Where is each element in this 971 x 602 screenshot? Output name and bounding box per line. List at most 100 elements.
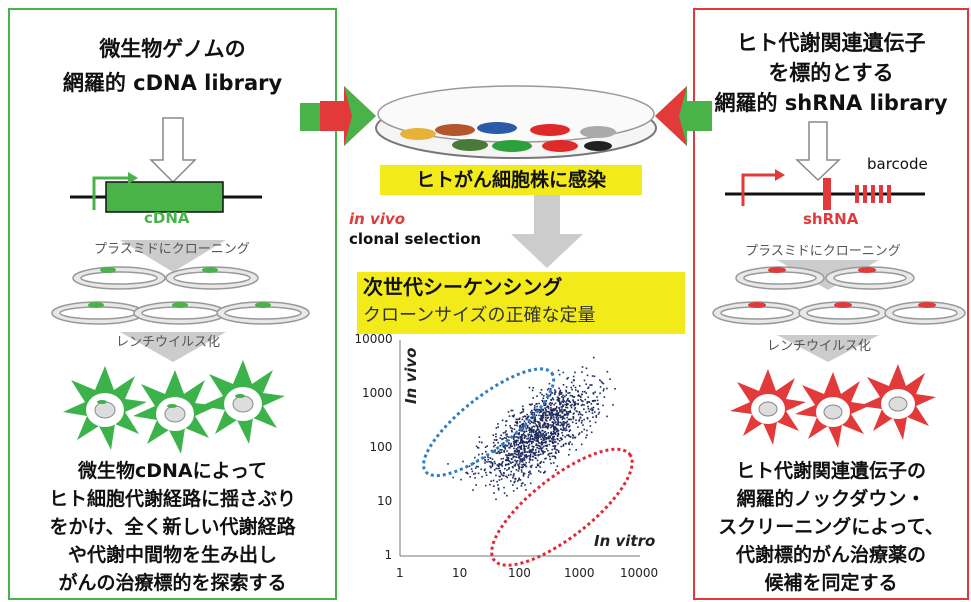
data-point xyxy=(558,394,561,396)
data-point xyxy=(535,444,537,447)
data-point xyxy=(547,422,549,425)
data-point xyxy=(560,445,563,448)
data-point xyxy=(554,391,557,393)
down-arrow-icon xyxy=(511,195,583,268)
data-point xyxy=(559,402,561,404)
data-point xyxy=(545,410,548,413)
data-point xyxy=(574,436,577,439)
data-point xyxy=(535,432,538,435)
data-point xyxy=(501,465,504,467)
data-point xyxy=(477,447,480,449)
data-point xyxy=(555,412,558,414)
data-point xyxy=(550,388,552,390)
data-point xyxy=(487,456,489,459)
data-point xyxy=(566,398,569,401)
data-point xyxy=(546,388,549,391)
data-point xyxy=(519,428,521,430)
data-point xyxy=(532,438,535,441)
data-point xyxy=(551,392,554,394)
data-point xyxy=(536,464,539,467)
left-conclusion-5: がんの治療標的を探索する xyxy=(58,572,287,594)
data-point xyxy=(543,404,545,406)
data-point xyxy=(602,389,605,392)
data-point xyxy=(525,435,527,438)
data-point xyxy=(510,429,513,432)
cdna-insert xyxy=(105,181,224,213)
data-point xyxy=(532,425,535,428)
data-point xyxy=(520,428,522,431)
data-point xyxy=(498,467,501,469)
data-point xyxy=(569,429,571,431)
data-point xyxy=(520,441,522,443)
data-point xyxy=(514,450,517,453)
data-point xyxy=(485,471,487,474)
data-point xyxy=(519,442,522,444)
data-point xyxy=(567,426,570,428)
data-point xyxy=(525,465,527,468)
data-point xyxy=(569,435,572,438)
data-point xyxy=(571,433,574,436)
data-point xyxy=(514,478,516,480)
data-point xyxy=(552,433,554,435)
data-point xyxy=(548,455,551,458)
data-point xyxy=(537,408,539,411)
data-point xyxy=(578,433,580,436)
data-point xyxy=(536,402,538,405)
left-conclusion-3: をかけ、全く新しい代謝経路 xyxy=(49,516,296,538)
data-point xyxy=(594,421,597,424)
data-point xyxy=(518,417,521,420)
data-point xyxy=(566,403,568,405)
data-point xyxy=(561,418,564,421)
data-point xyxy=(525,445,528,448)
data-point xyxy=(542,408,544,411)
data-point xyxy=(555,421,557,424)
data-point xyxy=(529,458,532,461)
data-point xyxy=(592,409,594,411)
data-point xyxy=(547,423,549,426)
data-point xyxy=(521,464,523,466)
data-point xyxy=(557,423,559,425)
data-point xyxy=(553,432,555,434)
data-point xyxy=(535,430,537,433)
data-point xyxy=(512,415,515,418)
data-point xyxy=(543,435,545,438)
data-point xyxy=(536,459,539,462)
data-point xyxy=(522,482,524,484)
data-point xyxy=(515,422,518,424)
data-point xyxy=(503,492,506,494)
data-point xyxy=(547,437,550,440)
data-point xyxy=(503,445,506,447)
data-point xyxy=(519,479,522,481)
data-point xyxy=(515,430,518,433)
data-point xyxy=(470,468,473,470)
data-point xyxy=(562,423,565,426)
data-point xyxy=(524,455,526,458)
data-point xyxy=(583,408,585,410)
data-point xyxy=(531,411,534,414)
data-point xyxy=(594,399,596,402)
data-point xyxy=(505,459,507,462)
data-point xyxy=(568,443,570,446)
data-point xyxy=(498,463,500,465)
data-point xyxy=(550,409,553,412)
data-point xyxy=(559,409,562,411)
data-point xyxy=(512,455,515,458)
data-point xyxy=(523,449,526,452)
data-point xyxy=(529,427,531,430)
data-point xyxy=(518,442,521,444)
data-point xyxy=(549,393,552,396)
data-point xyxy=(546,444,548,447)
data-point xyxy=(552,439,555,441)
data-point xyxy=(566,414,569,416)
data-point xyxy=(587,386,590,389)
data-point xyxy=(586,401,589,403)
data-point xyxy=(558,392,561,395)
data-point xyxy=(525,457,528,459)
data-point xyxy=(520,446,522,449)
data-point xyxy=(496,464,499,466)
data-point xyxy=(525,454,527,457)
data-point xyxy=(563,409,566,411)
data-point xyxy=(538,442,540,444)
data-point xyxy=(516,422,519,425)
data-point xyxy=(523,450,526,452)
